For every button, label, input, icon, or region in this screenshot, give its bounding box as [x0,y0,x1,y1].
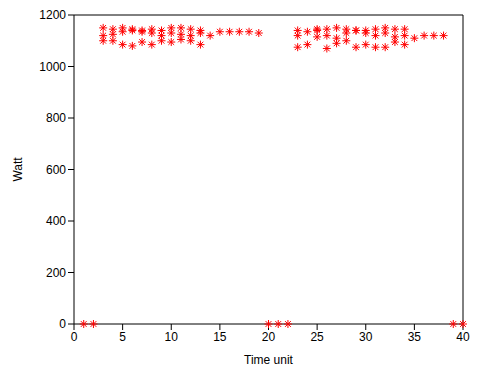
svg-text:40: 40 [456,330,470,344]
svg-text:1000: 1000 [39,60,66,74]
svg-text:15: 15 [213,330,227,344]
svg-text:20: 20 [262,330,276,344]
svg-text:600: 600 [46,163,66,177]
svg-text:1200: 1200 [39,8,66,22]
svg-text:0: 0 [71,330,78,344]
svg-text:Watt: Watt [11,157,25,182]
svg-text:200: 200 [46,266,66,280]
svg-text:800: 800 [46,111,66,125]
svg-text:400: 400 [46,214,66,228]
svg-text:5: 5 [119,330,126,344]
svg-text:10: 10 [165,330,179,344]
svg-text:30: 30 [359,330,373,344]
svg-text:25: 25 [310,330,324,344]
svg-text:0: 0 [59,317,66,331]
svg-text:Time unit: Time unit [244,353,294,367]
svg-text:35: 35 [408,330,422,344]
